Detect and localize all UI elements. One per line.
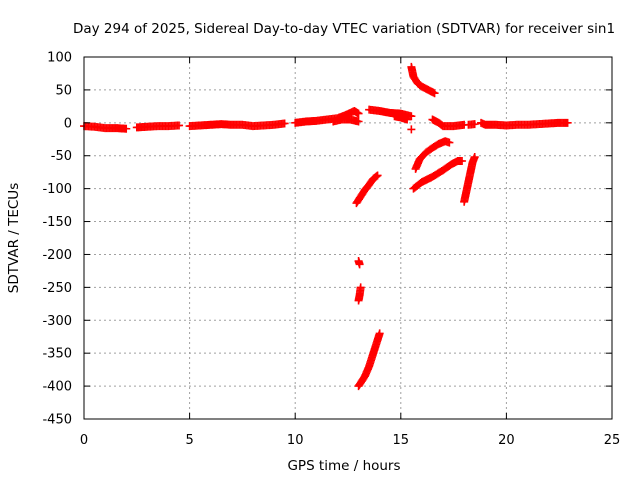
y-tick-label: -400 bbox=[42, 380, 72, 395]
data-point bbox=[175, 121, 184, 130]
y-tick-label: -200 bbox=[42, 248, 72, 263]
data-points bbox=[80, 62, 572, 391]
data-point bbox=[407, 112, 416, 121]
data-point bbox=[375, 329, 384, 338]
data-point bbox=[373, 171, 382, 180]
axis-ticks: 0 5 10 15 20 25 100 50 0 -50 -100 -150 -200 -250 -300 -… bbox=[42, 51, 620, 449]
y-tick-label: -100 bbox=[42, 182, 72, 197]
x-axis-title: GPS time / hours bbox=[287, 458, 400, 474]
data-point bbox=[407, 125, 416, 134]
y-axis-title: SDTVAR / TECUs bbox=[6, 183, 22, 293]
data-point bbox=[372, 172, 381, 181]
data-point bbox=[470, 120, 479, 129]
x-tick-label: 25 bbox=[604, 433, 621, 448]
data-point bbox=[445, 138, 454, 147]
plot-frame bbox=[83, 56, 613, 420]
y-tick-label: -150 bbox=[42, 215, 72, 230]
y-tick-label: 0 bbox=[64, 116, 72, 131]
data-point bbox=[280, 119, 289, 128]
data-point bbox=[430, 89, 439, 98]
data-point bbox=[563, 118, 572, 127]
chart-title: Day 294 of 2025, Sidereal Day-to-day VTE… bbox=[73, 21, 615, 37]
y-tick-label: -450 bbox=[42, 413, 72, 428]
x-tick-label: 0 bbox=[80, 433, 88, 448]
data-point bbox=[403, 115, 412, 124]
x-tick-label: 15 bbox=[393, 433, 410, 448]
y-tick-label: -300 bbox=[42, 314, 72, 329]
data-point bbox=[470, 153, 479, 162]
data-point bbox=[458, 156, 467, 165]
data-point bbox=[354, 109, 363, 118]
y-tick-label: -350 bbox=[42, 347, 72, 362]
data-point bbox=[356, 283, 365, 292]
y-tick-label: -250 bbox=[42, 281, 72, 296]
data-point bbox=[355, 260, 364, 269]
y-tick-label: -50 bbox=[51, 149, 72, 164]
data-point bbox=[122, 124, 131, 133]
y-tick-label: 50 bbox=[55, 83, 72, 98]
x-tick-label: 10 bbox=[287, 433, 304, 448]
y-tick-label: 100 bbox=[47, 51, 72, 66]
x-tick-label: 5 bbox=[185, 433, 193, 448]
data-point bbox=[354, 117, 363, 126]
x-tick-label: 20 bbox=[498, 433, 515, 448]
